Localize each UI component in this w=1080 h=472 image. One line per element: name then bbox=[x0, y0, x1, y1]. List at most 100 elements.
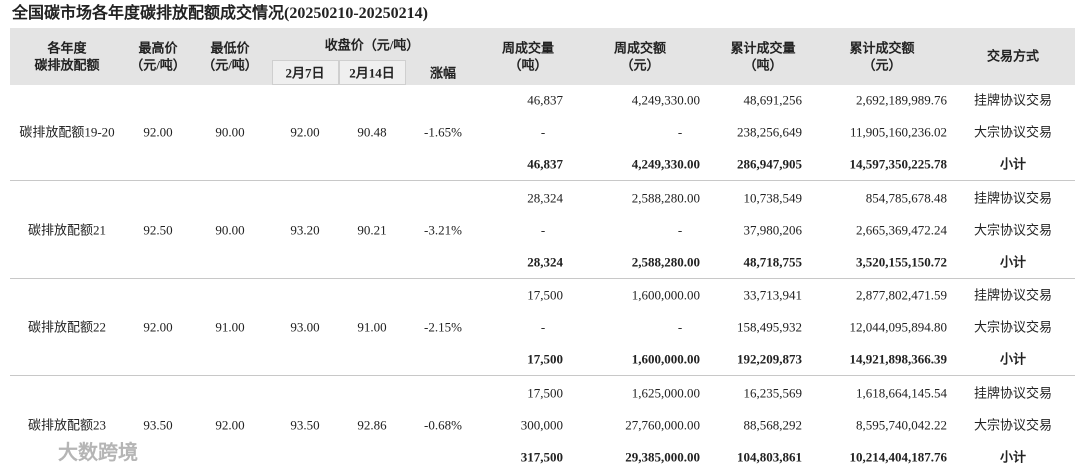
cell: 1,618,664,145.54 bbox=[856, 385, 947, 400]
cell: 46,837 bbox=[527, 92, 563, 108]
subtotal-cell: 3,520,155,150.72 bbox=[856, 254, 947, 269]
cell: -1.65% bbox=[424, 124, 462, 140]
header-label: 2月14日 bbox=[349, 65, 395, 81]
cell: 1,600,000.00 bbox=[631, 287, 700, 303]
cell: 37,980,206 bbox=[743, 222, 803, 237]
cell: 90.00 bbox=[215, 222, 245, 237]
cell: 854,785,678.48 bbox=[865, 190, 947, 205]
subtotal-cell: 317,500 bbox=[520, 449, 563, 464]
cell: 93.20 bbox=[290, 222, 320, 237]
cell: 1,625,000.00 bbox=[631, 385, 700, 400]
header-label: 2月7日 bbox=[285, 65, 325, 81]
table-header bbox=[10, 28, 1075, 85]
trade-method: 大宗协议交易 bbox=[973, 319, 1053, 335]
header-label: 各年度 bbox=[47, 40, 87, 56]
header-label: （元/吨） bbox=[202, 57, 258, 73]
header-label: （吨） bbox=[508, 57, 548, 73]
subtotal-cell: 28,324 bbox=[527, 254, 563, 269]
cell: 11,905,160,236.02 bbox=[849, 124, 947, 140]
subtotal-cell: 104,803,861 bbox=[737, 449, 802, 464]
cell: 4,249,330.00 bbox=[631, 92, 700, 108]
cell: 2,692,189,989.76 bbox=[856, 92, 947, 108]
cell: 92.00 bbox=[215, 417, 245, 432]
group-name: 碳排放配额21 bbox=[27, 222, 107, 237]
trade-method: 小计 bbox=[999, 449, 1027, 464]
subtotal-cell: 14,921,898,366.39 bbox=[849, 351, 948, 367]
subtotal-cell: 46,837 bbox=[527, 156, 563, 172]
group-name: 碳排放配额19-20 bbox=[19, 124, 115, 140]
header-label: 交易方式 bbox=[986, 48, 1040, 64]
cell: 2,588,280.00 bbox=[631, 190, 700, 205]
trade-method: 挂牌协议交易 bbox=[973, 385, 1053, 400]
subtotal-cell: 2,588,280.00 bbox=[631, 254, 700, 269]
header-label: 最高价 bbox=[138, 40, 178, 56]
title: 全国碳市场各年度碳排放配额成交情况(20250210-20250214) bbox=[12, 5, 428, 22]
cell: -0.68% bbox=[424, 417, 462, 432]
header-label: （吨） bbox=[743, 57, 783, 73]
cell: 300,000 bbox=[520, 417, 563, 432]
cell: 90.00 bbox=[215, 124, 245, 140]
header-label: 周成交量 bbox=[501, 40, 555, 56]
cell: - bbox=[677, 222, 683, 237]
watermark: 大数跨境 bbox=[58, 440, 138, 464]
cell: 92.50 bbox=[143, 222, 173, 237]
cell: 90.48 bbox=[357, 124, 387, 140]
cell: - bbox=[677, 124, 683, 140]
header-cell bbox=[272, 60, 339, 85]
cell: 8,595,740,042.22 bbox=[856, 417, 947, 432]
cell: 88,568,292 bbox=[743, 417, 803, 432]
header-label: 周成交额 bbox=[613, 40, 667, 56]
header-label: 最低价 bbox=[210, 40, 250, 56]
header-label: （元） bbox=[862, 57, 902, 73]
cell: 92.86 bbox=[357, 417, 387, 432]
header-label: （元） bbox=[620, 57, 660, 73]
header-label: 累计成交量 bbox=[730, 40, 796, 56]
header-cell bbox=[339, 60, 406, 85]
subtotal-cell: 29,385,000.00 bbox=[625, 449, 700, 464]
cell: 92.00 bbox=[143, 124, 173, 140]
subtotal-cell: 4,249,330.00 bbox=[631, 156, 700, 172]
cell: 28,324 bbox=[527, 190, 563, 205]
trade-method: 小计 bbox=[999, 351, 1027, 367]
subtotal-cell: 1,600,000.00 bbox=[631, 351, 700, 367]
cell: - bbox=[677, 319, 683, 335]
cell: 158,495,932 bbox=[737, 319, 802, 335]
cell: 238,256,649 bbox=[737, 124, 802, 140]
trade-method: 大宗协议交易 bbox=[973, 222, 1053, 237]
subtotal-cell: 14,597,350,225.78 bbox=[849, 156, 948, 172]
cell: 17,500 bbox=[527, 287, 563, 303]
cell: 92.00 bbox=[143, 319, 173, 335]
cell: 92.00 bbox=[290, 124, 320, 140]
subtotal-cell: 10,214,404,187.76 bbox=[849, 449, 948, 464]
trade-method: 小计 bbox=[999, 156, 1027, 172]
cell: - bbox=[540, 222, 546, 237]
cell: -2.15% bbox=[424, 319, 462, 335]
cell: 93.50 bbox=[143, 417, 173, 432]
trade-method: 大宗协议交易 bbox=[973, 124, 1053, 140]
subtotal-cell: 286,947,905 bbox=[737, 156, 802, 172]
row-separator bbox=[10, 277, 1075, 279]
subtotal-cell: 48,718,755 bbox=[743, 254, 803, 269]
group-name: 碳排放配额22 bbox=[27, 319, 107, 335]
cell: - bbox=[540, 319, 546, 335]
cell: 90.21 bbox=[357, 222, 387, 237]
header-label: 碳排放配额 bbox=[34, 57, 100, 73]
cell: 33,713,941 bbox=[743, 287, 803, 303]
trade-method: 大宗协议交易 bbox=[973, 417, 1053, 432]
cell: 2,665,369,472.24 bbox=[856, 222, 947, 237]
trade-method: 挂牌协议交易 bbox=[973, 190, 1053, 205]
cell: 12,044,095,894.80 bbox=[849, 319, 948, 335]
cell: 27,760,000.00 bbox=[625, 417, 700, 432]
header-label: 涨幅 bbox=[429, 65, 457, 81]
cell: 93.50 bbox=[290, 417, 320, 432]
cell: 2,877,802,471.59 bbox=[856, 287, 947, 303]
header-label: 收盘价（元/吨） bbox=[324, 37, 420, 53]
group-name: 碳排放配额23 bbox=[27, 417, 107, 432]
cell: 16,235,569 bbox=[743, 385, 803, 400]
subtotal-cell: 17,500 bbox=[527, 351, 563, 367]
cell: 10,738,549 bbox=[743, 190, 803, 205]
row-separator bbox=[10, 375, 1075, 376]
trade-method: 挂牌协议交易 bbox=[973, 287, 1053, 303]
cell: 17,500 bbox=[527, 385, 563, 400]
